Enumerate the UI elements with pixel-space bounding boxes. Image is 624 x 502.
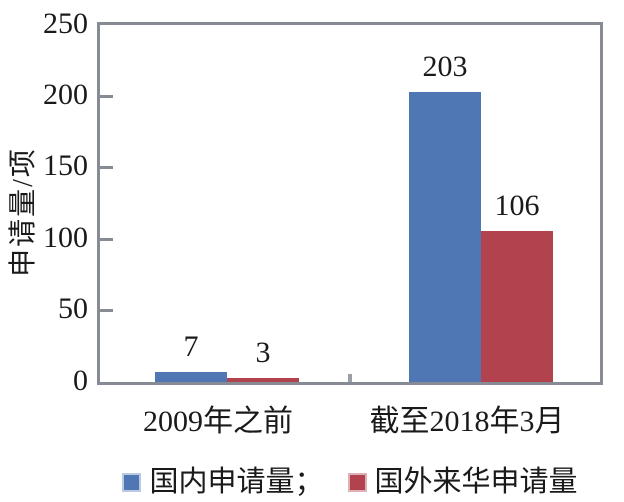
y-tick-mark bbox=[100, 238, 113, 241]
x-category-label: 截至2018年3月 bbox=[369, 405, 565, 438]
y-tick-mark bbox=[100, 309, 113, 312]
bar-value-label: 3 bbox=[255, 336, 271, 369]
y-tick-label: 50 bbox=[58, 292, 88, 325]
y-tick-label: 250 bbox=[43, 7, 88, 40]
legend: 国内申请量； 国外来华申请量 bbox=[97, 464, 603, 500]
y-tick-mark bbox=[100, 166, 113, 169]
legend-label-series0: 国内申请量； bbox=[149, 466, 324, 498]
x-tick-mark bbox=[348, 374, 352, 382]
bar-value-label: 203 bbox=[422, 50, 468, 83]
bar-series1-cat0 bbox=[227, 378, 299, 382]
bar-value-label: 7 bbox=[183, 330, 199, 363]
y-tick-label: 200 bbox=[43, 78, 88, 111]
x-category-label: 2009年之前 bbox=[143, 405, 293, 438]
bar-series0-cat0 bbox=[155, 372, 227, 382]
bar-series0-cat1 bbox=[409, 92, 481, 382]
bar-value-label: 106 bbox=[494, 189, 540, 222]
legend-label-series1: 国外来华申请量 bbox=[374, 466, 578, 498]
legend-swatch-series0 bbox=[122, 472, 142, 492]
y-tick-label: 0 bbox=[73, 364, 88, 397]
y-tick-label: 100 bbox=[43, 221, 88, 254]
plot-area: 7 3 203 106 bbox=[97, 22, 603, 385]
legend-swatch-series1 bbox=[347, 472, 367, 492]
y-tick-mark bbox=[100, 95, 113, 98]
bar-series1-cat1 bbox=[481, 231, 553, 382]
y-tick-label: 150 bbox=[43, 149, 88, 182]
